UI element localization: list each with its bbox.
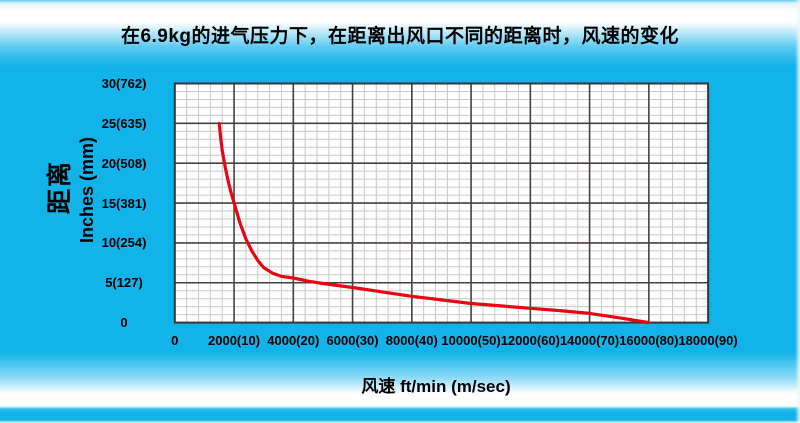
y-axis-title-units: Inches (mm): [77, 136, 97, 243]
x-tick-label: 12000(60): [500, 333, 560, 348]
y-axis-title-chinese: 距离: [46, 159, 74, 214]
y-tick-label: 25(635): [101, 115, 147, 131]
x-tick-label: 2000(10): [208, 333, 261, 348]
x-tick-label: 18000(90): [678, 333, 738, 348]
y-tick-label: 30(762): [101, 76, 147, 91]
x-tick-label: 0: [171, 333, 179, 348]
y-tick-label: 0: [120, 315, 128, 331]
x-tick-label: 14000(70): [559, 333, 620, 348]
x-tick-label: 16000(80): [619, 333, 679, 348]
y-tick-label: 15(381): [101, 195, 147, 211]
chart-title: 在6.9kg的进气压力下，在距离出风口不同的距离时，风速的变化: [120, 26, 680, 47]
y-tick-label: 5(127): [105, 275, 143, 291]
y-tick-label: 10(254): [101, 235, 147, 251]
x-tick-label: 4000(20): [267, 333, 320, 348]
y-tick-label: 20(508): [101, 155, 147, 171]
x-axis-title: 风速 ft/min (m/sec): [361, 377, 511, 396]
x-tick-label: 10000(50): [441, 333, 501, 348]
velocity-curve: [217, 121, 651, 325]
x-tick-label: 8000(40): [385, 333, 438, 348]
plot-border: [173, 82, 710, 324]
x-tick-label: 6000(30): [326, 333, 379, 348]
